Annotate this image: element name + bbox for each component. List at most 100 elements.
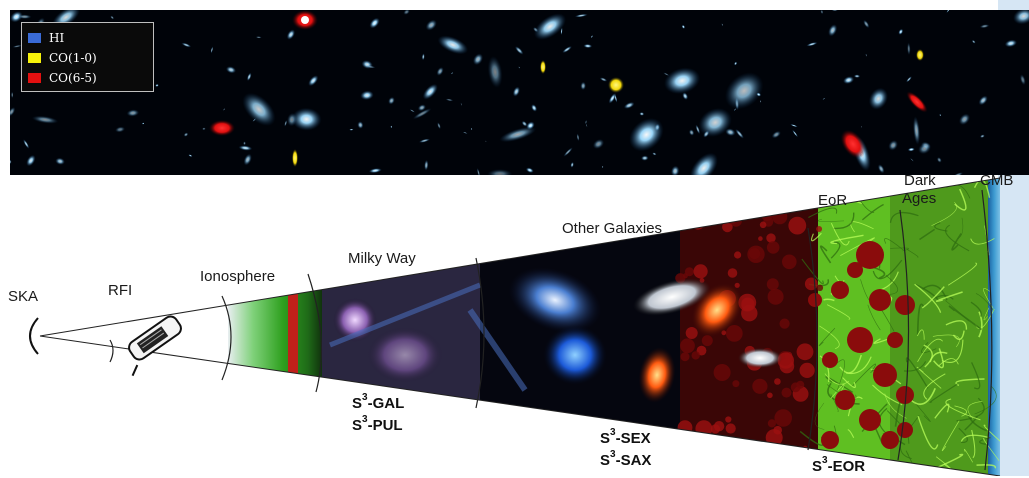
hi-galaxy <box>472 53 484 66</box>
jet-feature <box>467 308 528 392</box>
milky-way-label: Milky Way <box>348 250 416 267</box>
hi-galaxy <box>724 72 764 110</box>
co10-source <box>916 49 924 61</box>
survey-prefix: S <box>600 452 611 469</box>
edge-on-galaxy <box>633 278 711 316</box>
web-filament <box>932 334 960 348</box>
hi-galaxy <box>936 157 942 163</box>
web-filament <box>824 373 850 385</box>
hi-galaxy <box>409 109 416 113</box>
web-filament <box>964 416 978 431</box>
hi-galaxy <box>425 19 437 31</box>
legend-item-hi: HI <box>28 28 147 48</box>
hi-galaxy <box>958 113 971 126</box>
web-filament <box>976 464 997 469</box>
survey-suffix: -PUL <box>367 417 403 434</box>
web-filament <box>974 386 997 415</box>
ionosphere-label: Ionosphere <box>200 268 276 285</box>
other-galaxies-label: Other Galaxies <box>562 220 663 237</box>
web-filament <box>884 238 904 251</box>
legend-item-co10: CO(1-0) <box>28 48 147 68</box>
ionized-bubble <box>831 281 849 299</box>
hi-galaxy <box>703 130 710 138</box>
hi-galaxy <box>576 133 580 142</box>
hi-galaxy <box>1004 39 1018 48</box>
ionosphere-band <box>228 178 328 476</box>
jet-feature <box>329 282 481 348</box>
web-filament <box>867 304 881 331</box>
hi-galaxy <box>641 155 649 161</box>
ionized-bubble <box>713 364 731 381</box>
ionized-bubble <box>766 241 780 254</box>
web-filament <box>820 245 832 264</box>
ionized-bubble <box>695 420 713 438</box>
hi-galaxy <box>403 10 410 15</box>
ionized-bubble <box>749 248 761 260</box>
ionized-bubble <box>695 459 700 464</box>
hi-galaxy <box>499 126 537 143</box>
legend: HI CO(1-0) CO(6-5) <box>21 22 154 92</box>
web-filament <box>934 222 948 232</box>
ionized-bubble <box>677 420 693 435</box>
ionized-bubble <box>727 268 738 278</box>
ionized-bubble <box>766 278 779 291</box>
legend-label: HI <box>49 31 65 45</box>
web-filament <box>814 402 825 430</box>
web-filament <box>929 383 958 403</box>
ionized-bubble <box>881 431 899 449</box>
web-filament <box>830 384 845 399</box>
hi-galaxy <box>979 24 990 29</box>
hi-galaxy <box>246 72 252 81</box>
ionized-bubble <box>767 288 784 305</box>
hi-galaxy <box>512 86 521 97</box>
hi-galaxy <box>471 127 473 131</box>
ionized-bubble <box>737 457 751 472</box>
hi-galaxy <box>570 161 574 168</box>
hi-galaxy <box>437 122 441 130</box>
ionized-bubble <box>859 409 881 431</box>
web-filament <box>917 415 939 450</box>
ionized-bubble <box>774 378 781 385</box>
hi-galaxy <box>10 107 16 117</box>
hi-galaxy <box>585 119 587 125</box>
web-filament <box>830 234 864 245</box>
hi-galaxy <box>877 164 885 174</box>
hi-galaxy <box>562 45 572 54</box>
web-filament <box>945 300 969 322</box>
co65-source <box>906 91 928 113</box>
cone-top-edge <box>39 177 1001 337</box>
hi-galaxy <box>525 167 534 173</box>
hi-galaxy <box>860 125 862 128</box>
web-filament <box>823 298 835 302</box>
hi-galaxy <box>906 76 912 83</box>
hi-galaxy <box>614 93 618 103</box>
web-filament <box>945 224 970 252</box>
ionized-bubble <box>734 251 742 259</box>
hi-galaxy <box>623 101 635 109</box>
ionized-bubble <box>895 295 915 315</box>
hi-galaxy <box>418 138 431 143</box>
hi-galaxy <box>910 157 914 162</box>
hi-galaxy <box>514 46 524 55</box>
hi-galaxy <box>10 11 23 23</box>
web-filament <box>830 223 850 246</box>
web-filament <box>983 438 1000 461</box>
hi-galaxy <box>181 42 192 48</box>
web-filament <box>956 397 985 422</box>
hi-galaxy <box>1013 10 1029 25</box>
ionized-bubble <box>752 378 768 394</box>
boundary-arcs <box>109 189 993 471</box>
survey-exponent: 3 <box>610 427 616 438</box>
hi-galaxy <box>953 172 964 175</box>
web-filament <box>834 359 845 392</box>
hi-galaxy <box>12 44 23 48</box>
ionized-bubble <box>725 416 732 423</box>
web-filament <box>970 238 995 245</box>
cone-bottom-edge <box>39 335 1001 476</box>
survey-prefix: S <box>352 417 363 434</box>
ionized-bubble <box>887 332 903 348</box>
hi-galaxy <box>725 128 736 137</box>
ionized-bubble <box>773 425 782 435</box>
hi-galaxy <box>664 67 701 95</box>
web-filament <box>914 283 942 313</box>
